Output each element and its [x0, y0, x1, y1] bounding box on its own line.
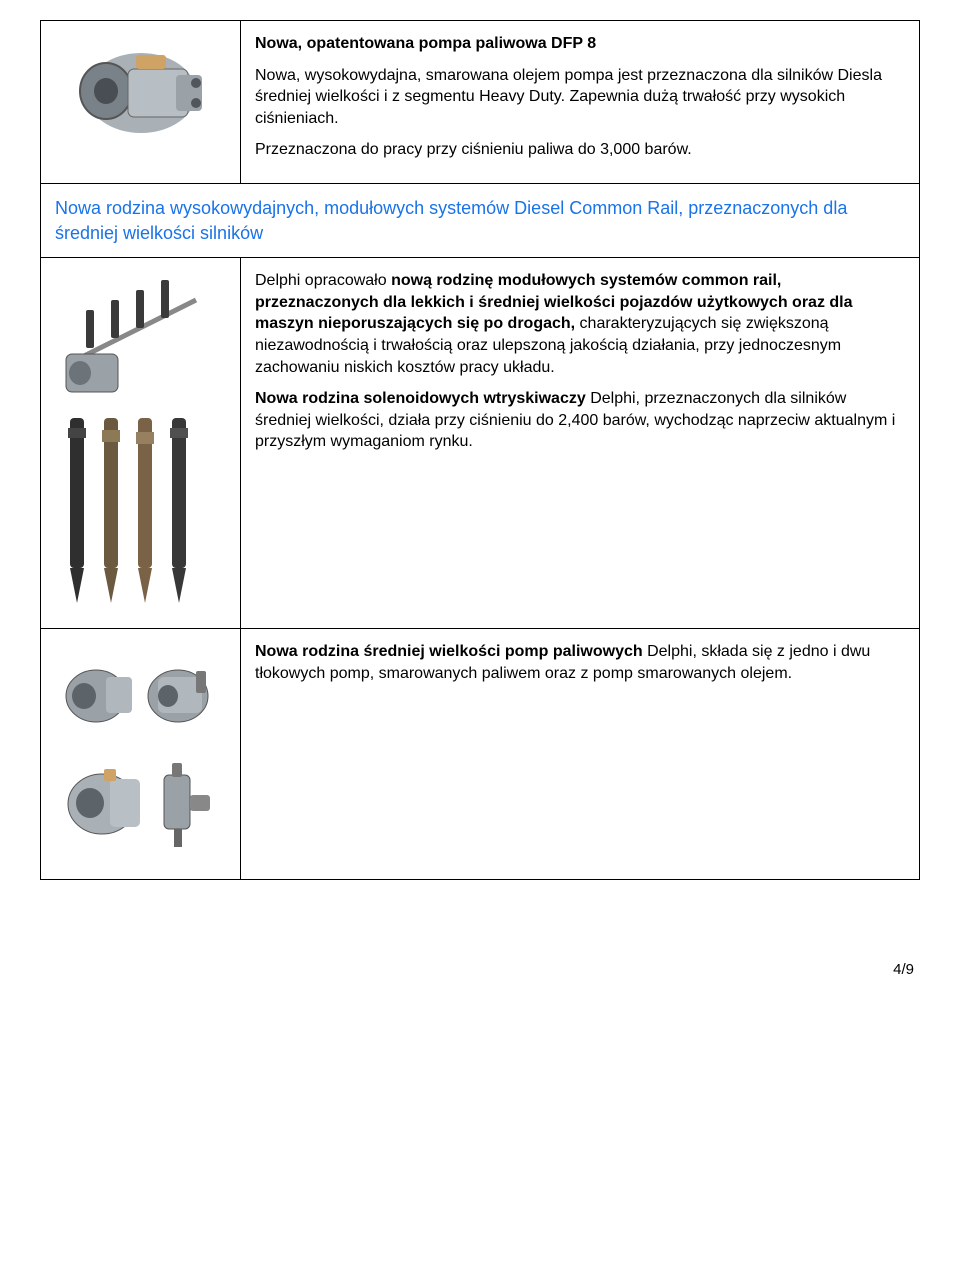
injectors-image [56, 408, 226, 608]
row-dfp8: Nowa, opatentowana pompa paliwowa DFP 8 … [41, 21, 920, 184]
pumps-p-bold: Nowa rodzina średniej wielkości pomp pal… [255, 643, 643, 660]
dfp8-title: Nowa, opatentowana pompa paliwowa DFP 8 [255, 33, 905, 55]
text-cell-dfp8: Nowa, opatentowana pompa paliwowa DFP 8 … [241, 21, 920, 184]
modular-p2-bold: Nowa rodzina solenoidowych wtryskiwaczy [255, 390, 586, 407]
common-rail-image [56, 270, 226, 400]
text-cell-pumps: Nowa rodzina średniej wielkości pomp pal… [241, 629, 920, 880]
modular-para2: Nowa rodzina solenoidowych wtryskiwaczy … [255, 388, 905, 453]
pumps-pair-image [56, 641, 226, 741]
text-cell-modular: Delphi opracowało nową rodzinę modułowyc… [241, 258, 920, 629]
row-pumps-family: Nowa rodzina średniej wielkości pomp pal… [41, 629, 920, 880]
section-heading-cell: Nowa rodzina wysokowydajnych, modułowych… [41, 183, 920, 257]
pumps-bottom-image [56, 749, 226, 859]
dfp8-para1: Nowa, wysokowydajna, smarowana olejem po… [255, 65, 905, 130]
row-modular-systems: Delphi opracowało nową rodzinę modułowyc… [41, 258, 920, 629]
row-section-heading: Nowa rodzina wysokowydajnych, modułowych… [41, 183, 920, 257]
modular-para1: Delphi opracowało nową rodzinę modułowyc… [255, 270, 905, 378]
section-heading: Nowa rodzina wysokowydajnych, modułowych… [55, 198, 847, 243]
pumps-para: Nowa rodzina średniej wielkości pomp pal… [255, 641, 905, 684]
modular-p1-pre: Delphi opracowało [255, 272, 391, 289]
dfp8-para2: Przeznaczona do pracy przy ciśnieniu pal… [255, 139, 905, 161]
image-cell-pumps [41, 629, 241, 880]
image-cell-modular [41, 258, 241, 629]
content-table: Nowa, opatentowana pompa paliwowa DFP 8 … [40, 20, 920, 880]
pump-dfp8-image [56, 33, 226, 153]
page-number: 4/9 [40, 960, 920, 980]
image-cell-dfp8 [41, 21, 241, 184]
